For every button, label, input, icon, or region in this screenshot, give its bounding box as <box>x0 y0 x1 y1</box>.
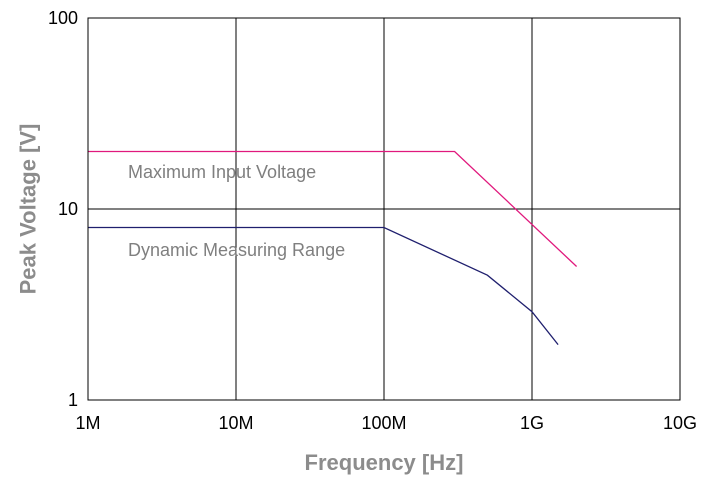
x-tick-label: 10M <box>218 413 253 433</box>
dynamic-measuring-range-line <box>88 226 559 346</box>
grid-lines <box>88 18 680 400</box>
x-tick-label: 1G <box>520 413 544 433</box>
max-input-voltage-label: Maximum Input Voltage <box>128 162 316 182</box>
x-tick-labels: 1M 10M 100M 1G 10G <box>75 413 697 433</box>
series-lines <box>88 150 578 346</box>
y-tick-label: 10 <box>58 199 78 219</box>
series-labels: Maximum Input Voltage Dynamic Measuring R… <box>128 162 345 260</box>
x-tick-label: 1M <box>75 413 100 433</box>
y-tick-labels: 1 10 100 <box>48 8 78 410</box>
x-tick-label: 10G <box>663 413 697 433</box>
x-tick-label: 100M <box>361 413 406 433</box>
y-axis-title: Peak Voltage [V] <box>16 124 41 295</box>
plot-frame <box>87 17 681 401</box>
dynamic-measuring-range-label: Dynamic Measuring Range <box>128 240 345 260</box>
y-tick-label: 1 <box>68 390 78 410</box>
max-input-voltage-line <box>88 150 578 267</box>
y-tick-label: 100 <box>48 8 78 28</box>
x-axis-title: Frequency [Hz] <box>305 450 464 475</box>
